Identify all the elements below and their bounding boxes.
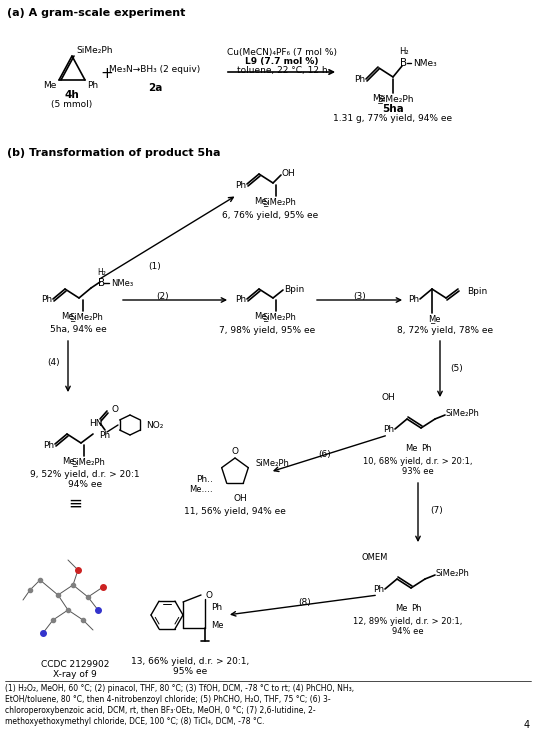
Text: 2a: 2a: [148, 83, 162, 93]
Text: Ph: Ph: [411, 604, 421, 613]
Text: SiMe₂Ph: SiMe₂Ph: [255, 460, 289, 469]
Text: 95% ee: 95% ee: [173, 667, 207, 676]
Text: Bpin: Bpin: [284, 286, 304, 295]
Text: 94% ee: 94% ee: [392, 627, 424, 636]
Text: SiMe₂Ph: SiMe₂Ph: [445, 409, 479, 419]
Text: H₂: H₂: [399, 47, 409, 56]
Text: Me: Me: [254, 312, 266, 321]
Text: Ph: Ph: [100, 431, 110, 440]
Text: M̲e: M̲e: [428, 314, 440, 323]
Text: Ph: Ph: [211, 602, 222, 612]
Text: 12, 89% yield, d.r. > 20:1,: 12, 89% yield, d.r. > 20:1,: [353, 617, 463, 626]
Text: Me: Me: [62, 457, 75, 466]
Text: (2): (2): [157, 292, 169, 301]
Text: 13, 66% yield, d.r. > 20:1,: 13, 66% yield, d.r. > 20:1,: [131, 657, 249, 666]
Text: Ph: Ph: [235, 181, 246, 189]
Text: O: O: [205, 591, 212, 599]
Text: Cu(MeCN)₄PF₆ (7 mol %): Cu(MeCN)₄PF₆ (7 mol %): [227, 48, 337, 57]
Text: Ph: Ph: [383, 425, 394, 434]
Text: 7, 98% yield, 95% ee: 7, 98% yield, 95% ee: [219, 326, 315, 335]
Text: Ph: Ph: [354, 75, 365, 85]
Text: H₂: H₂: [98, 268, 107, 277]
Text: (3): (3): [354, 292, 367, 301]
Text: Ph: Ph: [43, 441, 54, 450]
Text: (4): (4): [47, 357, 60, 366]
Text: X-ray of 9: X-ray of 9: [53, 670, 97, 679]
Text: 4h: 4h: [65, 90, 79, 100]
Text: Me‥‥: Me‥‥: [189, 485, 213, 494]
Text: ≡: ≡: [68, 495, 82, 513]
Text: S̲iMe₂Ph: S̲iMe₂Ph: [71, 457, 105, 466]
Text: 8, 72% yield, 78% ee: 8, 72% yield, 78% ee: [397, 326, 493, 335]
Text: SiMe₂Ph: SiMe₂Ph: [76, 46, 113, 55]
Text: 11, 56% yield, 94% ee: 11, 56% yield, 94% ee: [184, 507, 286, 516]
Text: B: B: [99, 278, 106, 288]
Text: NMe₃: NMe₃: [111, 279, 133, 287]
Text: (a) A gram-scale experiment: (a) A gram-scale experiment: [7, 8, 185, 18]
Text: Ph: Ph: [373, 586, 384, 594]
Text: Me: Me: [373, 94, 386, 103]
Text: (5 mmol): (5 mmol): [51, 100, 93, 109]
Text: OH: OH: [233, 494, 247, 503]
Text: O: O: [111, 404, 118, 414]
Text: (1): (1): [148, 262, 161, 271]
Text: Me: Me: [394, 604, 407, 613]
Text: Me: Me: [211, 621, 224, 629]
Text: O: O: [232, 447, 239, 456]
Text: NO₂: NO₂: [146, 420, 163, 430]
Text: 9, 52% yield, d.r. > 20:1: 9, 52% yield, d.r. > 20:1: [30, 470, 140, 479]
Text: S̲iMe₂Ph: S̲iMe₂Ph: [378, 94, 414, 103]
Text: Ph: Ph: [421, 444, 431, 453]
Text: Ph: Ph: [408, 295, 419, 305]
Text: (1) H₂O₂, MeOH, 60 °C; (2) pinacol, THF, 80 °C; (3) TfOH, DCM, -78 °C to rt; (4): (1) H₂O₂, MeOH, 60 °C; (2) pinacol, THF,…: [5, 684, 354, 727]
Text: HN: HN: [90, 419, 103, 428]
Text: 93% ee: 93% ee: [402, 467, 434, 476]
Text: OH: OH: [381, 393, 395, 402]
Text: OMEM: OMEM: [362, 553, 388, 562]
Text: 5ha, 94% ee: 5ha, 94% ee: [50, 325, 106, 334]
Text: S̲iMe₂Ph: S̲iMe₂Ph: [262, 312, 296, 321]
Text: Ph: Ph: [87, 81, 98, 90]
Text: 10, 68% yield, d.r. > 20:1,: 10, 68% yield, d.r. > 20:1,: [363, 457, 473, 466]
Text: OH: OH: [282, 169, 296, 178]
Text: B: B: [400, 58, 407, 68]
Text: 6, 76% yield, 95% ee: 6, 76% yield, 95% ee: [222, 211, 318, 220]
Text: 1.31 g, 77% yield, 94% ee: 1.31 g, 77% yield, 94% ee: [333, 114, 452, 123]
Text: S̲iMe₂Ph: S̲iMe₂Ph: [262, 197, 296, 206]
Text: S̲iMe₂Ph: S̲iMe₂Ph: [69, 312, 103, 321]
Text: Me: Me: [405, 444, 417, 453]
Text: 94% ee: 94% ee: [68, 480, 102, 489]
Text: (7): (7): [430, 506, 443, 515]
Text: Ph: Ph: [235, 295, 246, 305]
Text: (5): (5): [450, 363, 463, 373]
Text: Me: Me: [61, 312, 73, 321]
Text: Me: Me: [43, 81, 56, 90]
Text: (b) Transformation of product 5ha: (b) Transformation of product 5ha: [7, 148, 220, 158]
Text: SiMe₂Ph: SiMe₂Ph: [435, 569, 469, 578]
Text: +: +: [101, 67, 114, 81]
Text: Bpin: Bpin: [467, 287, 487, 295]
Text: (8): (8): [299, 598, 311, 607]
Text: Me: Me: [254, 197, 266, 206]
Text: Ph: Ph: [41, 295, 52, 305]
Text: 5ha: 5ha: [382, 104, 404, 114]
Text: Me₃N→BH₃ (2 equiv): Me₃N→BH₃ (2 equiv): [109, 66, 200, 75]
Text: L9 (7.7 mol %): L9 (7.7 mol %): [245, 57, 319, 66]
Text: 4: 4: [524, 720, 530, 730]
Text: NMe₃: NMe₃: [413, 58, 437, 67]
Text: CCDC 2129902: CCDC 2129902: [41, 660, 109, 669]
Text: toluene, 22 °C, 12 h: toluene, 22 °C, 12 h: [237, 66, 327, 75]
Text: (6): (6): [318, 450, 331, 459]
Text: Ph‥: Ph‥: [196, 475, 213, 485]
